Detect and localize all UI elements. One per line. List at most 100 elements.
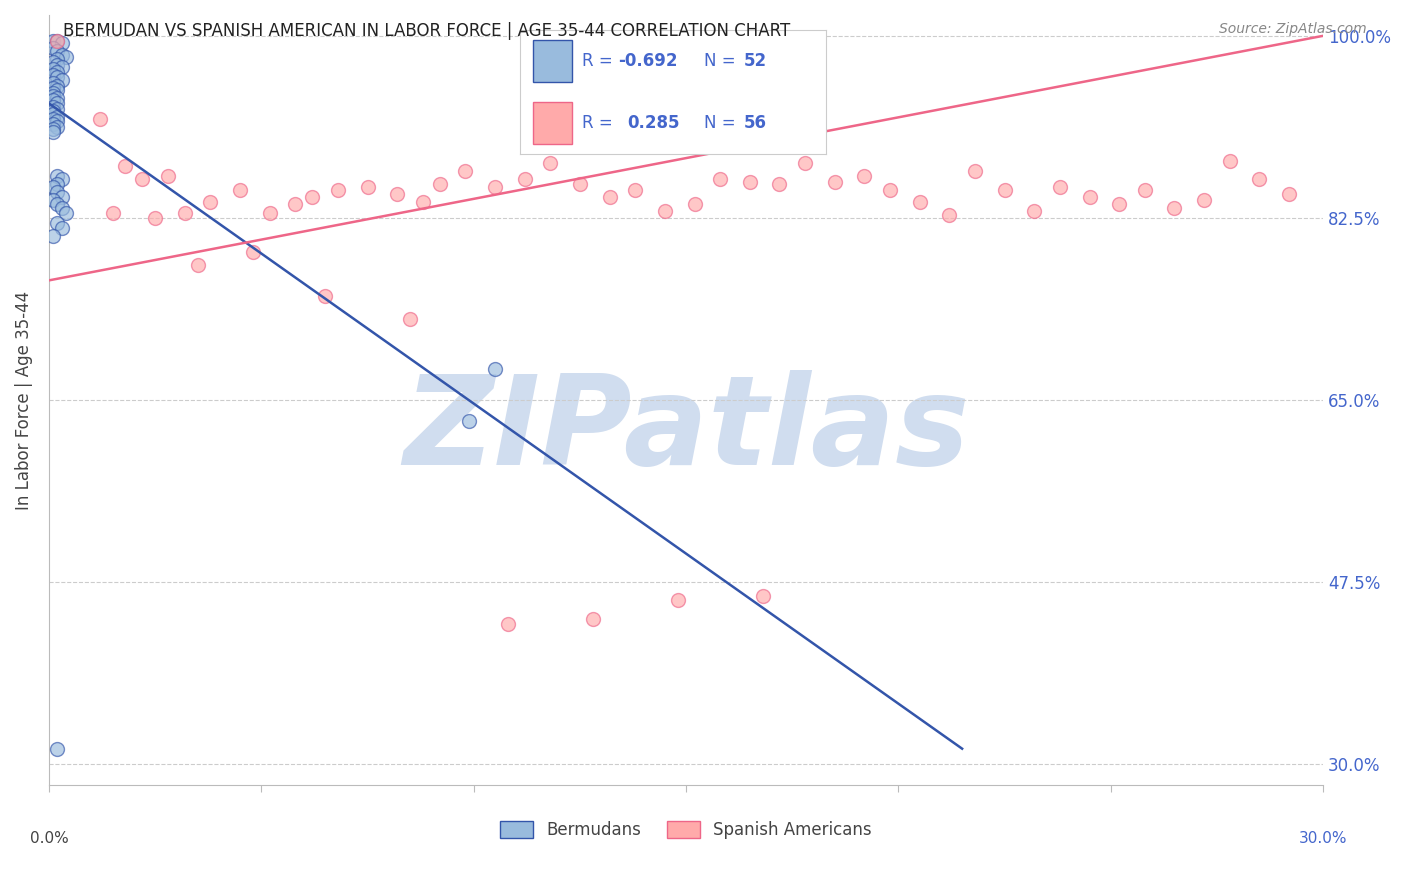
Point xyxy=(51,201,73,215)
Point xyxy=(1219,153,1241,168)
Point xyxy=(46,177,69,191)
Point xyxy=(768,177,790,191)
Point xyxy=(484,179,506,194)
Point xyxy=(89,112,111,126)
Point xyxy=(42,54,65,69)
Point xyxy=(1278,186,1301,201)
Text: 0.0%: 0.0% xyxy=(30,831,69,847)
Point xyxy=(42,124,65,138)
Point xyxy=(794,155,817,169)
Point xyxy=(538,155,561,169)
Point xyxy=(46,114,69,128)
Point xyxy=(42,107,65,121)
Point xyxy=(824,174,846,188)
Text: BERMUDAN VS SPANISH AMERICAN IN LABOR FORCE | AGE 35-44 CORRELATION CHART: BERMUDAN VS SPANISH AMERICAN IN LABOR FO… xyxy=(63,22,790,40)
Point xyxy=(187,258,209,272)
Point xyxy=(114,159,136,173)
Point xyxy=(46,741,69,756)
Point xyxy=(654,203,676,218)
Point xyxy=(42,99,65,113)
Point xyxy=(42,89,65,103)
Point xyxy=(42,122,65,136)
Point xyxy=(42,76,65,90)
Point xyxy=(46,34,69,48)
Point xyxy=(412,195,434,210)
Point xyxy=(173,205,195,219)
Point xyxy=(387,186,409,201)
Point xyxy=(143,211,166,225)
Point xyxy=(496,616,519,631)
Point xyxy=(709,172,731,186)
Point xyxy=(46,58,69,72)
Point xyxy=(666,592,689,607)
Point xyxy=(454,164,477,178)
Point xyxy=(1133,183,1156,197)
Point xyxy=(1078,190,1101,204)
Point xyxy=(200,195,222,210)
Point xyxy=(1108,197,1130,211)
Point xyxy=(46,120,69,135)
Point xyxy=(42,62,65,76)
Point xyxy=(55,205,77,219)
Point xyxy=(46,102,69,116)
Point xyxy=(356,179,378,194)
Point xyxy=(751,589,773,603)
Text: 30.0%: 30.0% xyxy=(1299,831,1347,847)
Point xyxy=(46,96,69,111)
Point xyxy=(1163,201,1185,215)
Point xyxy=(55,49,77,63)
Point xyxy=(42,93,65,107)
Point xyxy=(484,361,506,376)
Point xyxy=(51,36,73,50)
Point xyxy=(683,197,706,211)
Point xyxy=(46,65,69,79)
Point xyxy=(624,183,647,197)
Point xyxy=(1049,179,1071,194)
Point xyxy=(46,110,69,124)
Point xyxy=(326,183,349,197)
Point xyxy=(46,70,69,85)
Point xyxy=(42,80,65,95)
Point xyxy=(42,103,65,118)
Point xyxy=(156,169,179,184)
Point xyxy=(42,34,65,48)
Point xyxy=(42,68,65,82)
Point xyxy=(301,190,323,204)
Point xyxy=(51,190,73,204)
Point xyxy=(938,208,960,222)
Point xyxy=(853,169,876,184)
Point xyxy=(51,60,73,74)
Point xyxy=(879,183,901,197)
Point xyxy=(314,289,336,303)
Point xyxy=(42,112,65,126)
Point xyxy=(51,221,73,235)
Point xyxy=(908,195,931,210)
Point xyxy=(46,169,69,184)
Point xyxy=(284,197,307,211)
Point xyxy=(599,190,621,204)
Point xyxy=(42,86,65,100)
Point xyxy=(51,172,73,186)
Point xyxy=(131,172,153,186)
Point xyxy=(42,179,65,194)
Point xyxy=(229,183,252,197)
Point xyxy=(46,45,69,59)
Text: ZIPatlas: ZIPatlas xyxy=(402,370,969,491)
Point xyxy=(458,414,481,428)
Y-axis label: In Labor Force | Age 35-44: In Labor Force | Age 35-44 xyxy=(15,291,32,509)
Point xyxy=(242,245,264,260)
Point xyxy=(738,174,761,188)
Point xyxy=(46,52,69,66)
Point xyxy=(994,183,1017,197)
Point xyxy=(46,91,69,105)
Point xyxy=(513,172,536,186)
Point xyxy=(259,205,281,219)
Point xyxy=(568,177,591,191)
Point xyxy=(51,72,73,87)
Text: Source: ZipAtlas.com: Source: ZipAtlas.com xyxy=(1219,22,1367,37)
Point xyxy=(46,185,69,199)
Point xyxy=(46,34,69,48)
Point xyxy=(42,228,65,243)
Point xyxy=(42,117,65,131)
Point xyxy=(46,78,69,93)
